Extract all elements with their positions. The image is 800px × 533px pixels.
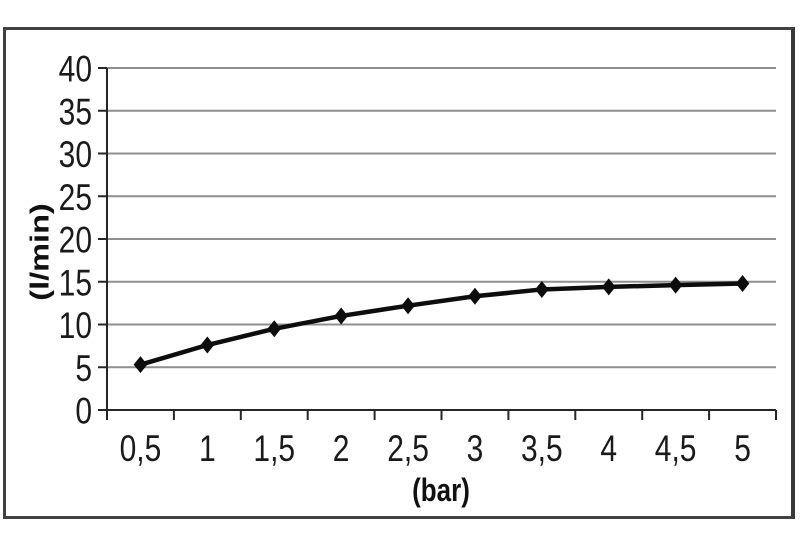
data-point-marker xyxy=(468,287,482,305)
y-tick-label: 10 xyxy=(59,305,92,347)
y-tick-label: 35 xyxy=(59,91,92,133)
data-point-marker xyxy=(668,276,683,294)
x-tick-label: 0,5 xyxy=(120,428,162,470)
x-tick-label: 2 xyxy=(333,428,350,470)
data-point-marker xyxy=(735,274,750,292)
y-tick-label: 20 xyxy=(59,219,92,261)
data-point-marker xyxy=(334,307,348,325)
series-line xyxy=(138,281,745,367)
x-tick-label: 1,5 xyxy=(253,428,295,470)
data-point-marker xyxy=(601,278,616,296)
chart-frame xyxy=(3,27,795,519)
y-tick-label: 5 xyxy=(75,348,92,390)
x-axis-title: (bar) xyxy=(412,472,470,508)
x-tick-label: 4 xyxy=(600,428,617,470)
x-tick-label: 5 xyxy=(734,428,751,470)
y-axis-title: (l/min) xyxy=(25,203,54,300)
x-tick-label: 1 xyxy=(199,428,216,470)
data-point-marker xyxy=(401,297,415,315)
y-tick-label: 30 xyxy=(59,134,92,176)
y-tick-label: 0 xyxy=(75,390,92,432)
data-point-marker xyxy=(133,356,148,374)
x-tick-label: 3,5 xyxy=(521,428,563,470)
y-tick-label: 25 xyxy=(59,177,92,219)
y-tick-label: 40 xyxy=(59,48,92,90)
data-point-marker xyxy=(267,320,282,338)
x-tick-label: 2,5 xyxy=(387,428,429,470)
x-tick-label: 4,5 xyxy=(655,428,697,470)
data-point-marker xyxy=(535,280,549,298)
x-tick-label: 3 xyxy=(467,428,484,470)
y-tick-label: 15 xyxy=(59,262,92,304)
data-point-marker xyxy=(200,336,215,354)
